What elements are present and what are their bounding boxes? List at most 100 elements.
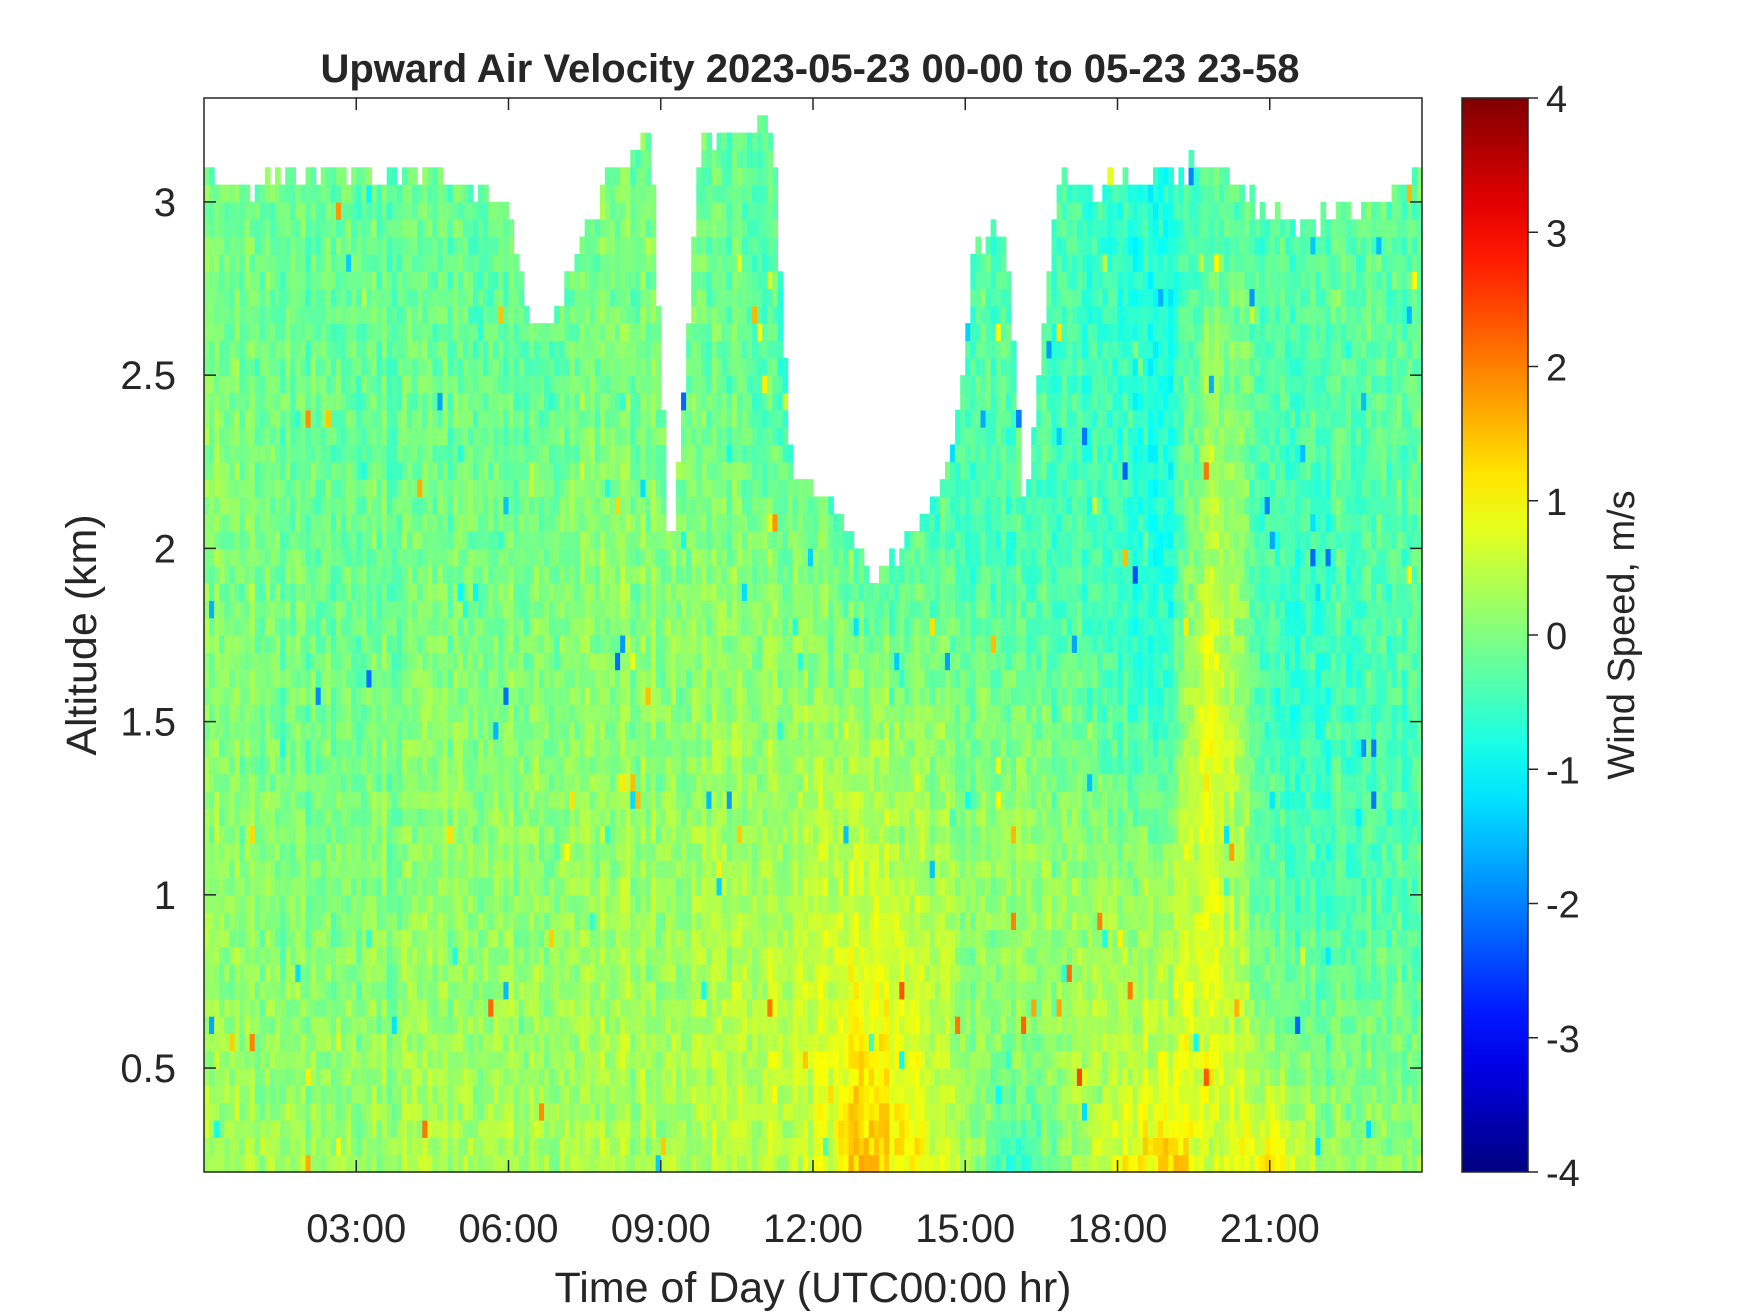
heatmap-cell — [275, 271, 281, 290]
heatmap-cell — [427, 340, 433, 359]
heatmap-cell — [523, 686, 530, 705]
heatmap-cell — [376, 756, 383, 775]
heatmap-cell — [508, 1050, 515, 1069]
heatmap-cell — [361, 635, 367, 653]
heatmap-cell — [224, 219, 230, 238]
heatmap-cell — [437, 201, 444, 220]
heatmap-cell — [523, 1068, 530, 1086]
heatmap-cell — [264, 929, 271, 948]
heatmap-cell — [518, 652, 525, 671]
heatmap-cell — [371, 444, 378, 463]
heatmap-cell — [437, 461, 444, 480]
heatmap-cell — [285, 1137, 291, 1156]
heatmap-cell — [457, 305, 464, 324]
heatmap-cell — [376, 513, 383, 532]
heatmap-cell — [579, 617, 586, 636]
heatmap-cell — [518, 1068, 525, 1086]
heatmap-cell — [234, 357, 241, 376]
heatmap-cell — [594, 929, 601, 948]
heatmap-cell — [310, 427, 317, 446]
heatmap-cell — [432, 184, 439, 203]
heatmap-cell — [625, 981, 631, 1000]
heatmap-cell — [249, 773, 256, 792]
heatmap-cell — [366, 548, 373, 567]
heatmap-cell — [467, 860, 474, 879]
heatmap-cell — [259, 825, 266, 844]
heatmap-cell — [599, 998, 606, 1017]
heatmap-cell — [518, 323, 525, 342]
heatmap-cell — [518, 392, 525, 411]
heatmap-cell — [625, 392, 631, 411]
heatmap-cell — [341, 427, 347, 446]
heatmap-cell — [234, 1033, 241, 1052]
heatmap-cell — [620, 236, 626, 255]
heatmap-cell — [579, 565, 586, 584]
heatmap-cell — [391, 860, 398, 879]
heatmap-cell — [620, 946, 626, 965]
heatmap-cell — [335, 548, 342, 567]
heatmap-cell — [300, 565, 307, 584]
heatmap-cell — [300, 427, 307, 446]
heatmap-cell — [462, 721, 469, 740]
heatmap-cell — [564, 583, 570, 601]
heatmap-cell — [356, 686, 362, 705]
heatmap-cell — [610, 738, 616, 757]
heatmap-cell — [554, 427, 560, 446]
heatmap-cell — [594, 340, 601, 359]
heatmap-cell — [467, 669, 474, 688]
heatmap-cell — [219, 998, 225, 1017]
heatmap-cell — [219, 860, 225, 879]
heatmap-cell — [204, 756, 210, 775]
heatmap-cell — [290, 513, 296, 532]
heatmap-cell — [330, 357, 337, 376]
heatmap-cell — [620, 704, 626, 723]
heatmap-cell — [346, 409, 352, 428]
heatmap-cell — [376, 738, 383, 757]
heatmap-cell — [604, 1033, 611, 1052]
heatmap-cell — [427, 1033, 433, 1052]
heatmap-cell — [356, 219, 362, 238]
heatmap-cell — [325, 531, 332, 549]
heatmap-cell — [209, 600, 215, 619]
heatmap-cell — [488, 894, 494, 913]
heatmap-cell — [295, 686, 302, 705]
heatmap-cell — [620, 721, 626, 740]
heatmap-cell — [569, 877, 576, 896]
heatmap-cell — [640, 1102, 647, 1121]
heatmap-cell — [417, 548, 423, 567]
heatmap-cell — [538, 1137, 545, 1156]
heatmap-cell — [462, 513, 469, 532]
heatmap-cell — [503, 461, 510, 480]
heatmap-cell — [234, 1154, 241, 1173]
heatmap-cell — [574, 998, 581, 1017]
heatmap-cell — [549, 929, 555, 948]
heatmap-cell — [640, 548, 647, 567]
heatmap-cell — [467, 531, 474, 549]
heatmap-cell — [493, 409, 499, 428]
heatmap-cell — [305, 323, 312, 342]
heatmap-cell — [584, 998, 591, 1017]
heatmap-cell — [290, 929, 296, 948]
heatmap-cell — [290, 1120, 296, 1138]
heatmap-cell — [275, 409, 281, 428]
heatmap-cell — [290, 825, 296, 844]
heatmap-cell — [376, 600, 383, 619]
heatmap-cell — [305, 738, 312, 757]
heatmap-cell — [341, 652, 347, 671]
heatmap-cell — [462, 1050, 469, 1069]
heatmap-cell — [518, 357, 525, 376]
heatmap-cell — [371, 790, 378, 809]
heatmap-cell — [599, 1137, 606, 1156]
heatmap-cell — [447, 219, 454, 238]
heatmap-cell — [320, 513, 327, 532]
heatmap-cell — [396, 721, 403, 740]
heatmap-cell — [559, 669, 565, 688]
heatmap-cell — [478, 998, 484, 1017]
heatmap-cell — [280, 946, 286, 965]
heatmap-cell — [589, 513, 596, 532]
heatmap-cell — [305, 565, 312, 584]
heatmap-cell — [442, 288, 449, 307]
heatmap-cell — [214, 288, 220, 307]
heatmap-cell — [544, 1033, 550, 1052]
heatmap-cell — [523, 340, 530, 359]
